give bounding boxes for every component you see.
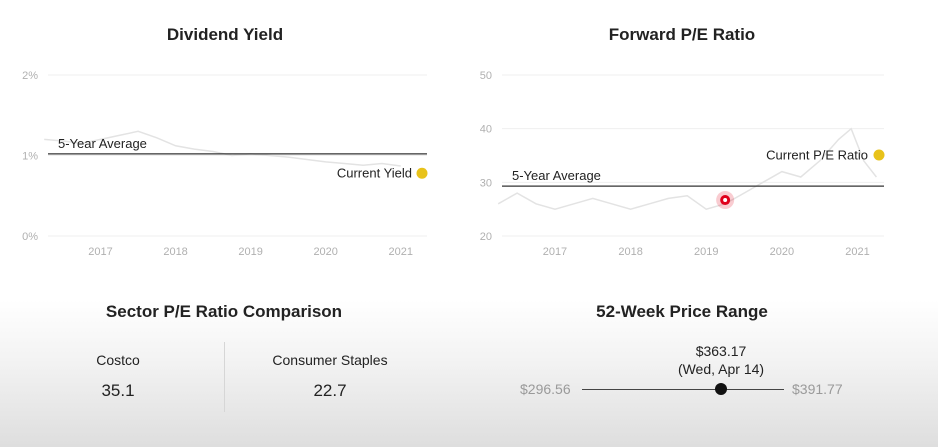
- x-tick-label: 2018: [618, 246, 642, 258]
- dividend-yield-title: Dividend Yield: [166, 25, 284, 44]
- price-range-low: $296.56: [520, 381, 571, 397]
- x-tick-label: 2017: [543, 246, 567, 258]
- forward-pe-title: Forward P/E Ratio: [608, 25, 756, 44]
- sector-item-consumer-staples: Consumer Staples 22.7: [250, 352, 410, 401]
- y-tick-label: 20: [480, 231, 492, 243]
- y-tick-label: 1%: [22, 151, 38, 163]
- price-range-title: 52-Week Price Range: [596, 302, 768, 321]
- comparison-divider: [224, 342, 225, 412]
- x-tick-label: 2021: [388, 246, 412, 258]
- forward-pe-chart: 20 30 40 50 2017 2018 2019 2020 2021 5-Year Avera…: [480, 70, 885, 258]
- current-value-marker: [873, 149, 885, 161]
- current-value-marker: [416, 167, 428, 179]
- x-tick-label: 2020: [313, 246, 337, 258]
- y-tick-label: 50: [480, 70, 492, 82]
- current-price: $363.17: [695, 343, 747, 359]
- x-tick-label: 2018: [163, 246, 187, 258]
- current-price-date: (Wed, Apr 14): [677, 361, 765, 377]
- sector-comparison-title: Sector P/E Ratio Comparison: [105, 302, 343, 321]
- price-range-track: [582, 389, 784, 390]
- five-year-average-label: 5-Year Average: [512, 168, 601, 183]
- sector-item-label: Costco: [96, 352, 140, 368]
- dividend-yield-chart: 0% 1% 2% 2017 2018 2019 2020 2021 5-Year Average…: [22, 70, 428, 258]
- x-tick-label: 2019: [238, 246, 262, 258]
- y-tick-label: 2%: [22, 70, 38, 82]
- y-tick-label: 40: [480, 124, 492, 136]
- five-year-average-label: 5-Year Average: [58, 136, 147, 151]
- y-tick-label: 30: [480, 177, 492, 189]
- x-tick-label: 2019: [694, 246, 718, 258]
- current-price-label: $363.17 (Wed, Apr 14): [632, 342, 810, 378]
- price-range-high: $391.77: [792, 381, 843, 397]
- x-tick-label: 2021: [845, 246, 869, 258]
- sector-item-value: 22.7: [313, 381, 347, 400]
- x-tick-label: 2020: [770, 246, 794, 258]
- current-value-label: Current Yield: [337, 166, 412, 181]
- highlight-center: [723, 198, 728, 203]
- sector-item-costco: Costco 35.1: [58, 352, 178, 401]
- sector-item-value: 35.1: [101, 381, 135, 400]
- x-tick-label: 2017: [88, 246, 112, 258]
- y-tick-label: 0%: [22, 231, 38, 243]
- current-price-dot: [715, 383, 728, 395]
- series-line: [497, 127, 877, 211]
- current-value-label: Current P/E Ratio: [766, 147, 868, 162]
- sector-item-label: Consumer Staples: [272, 352, 388, 368]
